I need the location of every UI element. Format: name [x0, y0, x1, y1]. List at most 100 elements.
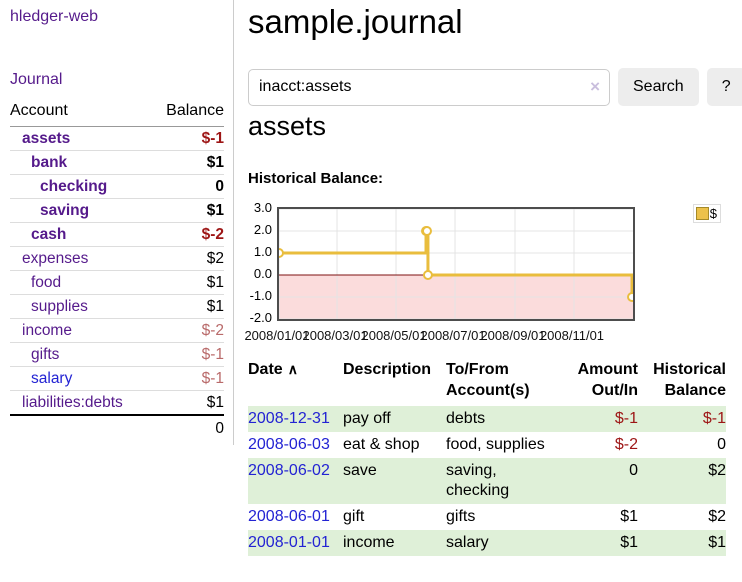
account-balance: 0: [151, 174, 224, 199]
sidebar-account-link[interactable]: assets: [22, 130, 71, 147]
accounts-table-header-row: Account Balance: [10, 102, 224, 127]
account-row: supplies $1: [10, 294, 224, 319]
transaction-date-link[interactable]: 2008-12-31: [248, 410, 330, 427]
accounts-table: Account Balance assets $-1 bank $1 checking 0…: [10, 102, 224, 441]
account-row: gifts $-1: [10, 342, 224, 367]
x-axis-tick-label: 2008/07/01: [420, 328, 486, 343]
account-name-cell: income: [10, 318, 152, 343]
transaction-description: gift: [343, 508, 365, 525]
transaction-row: 2008-06-02 save saving, checking 0 $2: [248, 458, 726, 504]
sidebar-account-link[interactable]: checking: [40, 178, 108, 195]
register-col-accounts: To/From Account(s): [446, 361, 530, 399]
register-col-balance: Historical Balance: [653, 361, 726, 399]
transaction-date-link[interactable]: 2008-06-01: [248, 508, 330, 525]
register-table: Date ∧ Description To/From Account(s) Amo…: [248, 357, 726, 556]
historical-balance-label: Historical Balance:: [248, 170, 384, 187]
sidebar-account-link[interactable]: supplies: [31, 298, 88, 315]
balance-line-chart: [279, 209, 633, 319]
account-row: expenses $2: [10, 246, 224, 271]
account-balance: $1: [151, 198, 224, 223]
historical-balance-chart: $ 3.0 2.0 1.0 0.0 -1.0 -2.0 2008/01/01 2008/03/…: [244, 200, 726, 350]
account-row: saving $1: [10, 198, 224, 223]
balance-col-header: Balance: [151, 102, 224, 127]
transaction-description: save: [343, 462, 377, 479]
sidebar-account-link[interactable]: liabilities:debts: [22, 394, 123, 411]
help-button[interactable]: ?: [706, 68, 742, 106]
date-header-label: Date: [248, 361, 283, 378]
transaction-accounts: saving, checking: [446, 462, 510, 499]
sidebar: hledger-web Journal Account Balance asse…: [0, 0, 234, 445]
transaction-row: 2008-06-03 eat & shop food, supplies $-2 0: [248, 432, 726, 458]
search-button[interactable]: Search: [618, 68, 699, 106]
sidebar-account-link[interactable]: bank: [31, 154, 68, 171]
x-axis-tick-label: 2008/11/01: [539, 328, 605, 343]
transaction-accounts: salary: [446, 534, 489, 551]
accounts-col-header: Account: [10, 102, 152, 127]
account-name-cell: saving: [10, 198, 152, 223]
transaction-amount: $-1: [614, 410, 638, 427]
sidebar-item-journal[interactable]: Journal: [10, 71, 63, 88]
transaction-description: pay off: [343, 410, 391, 427]
register-header-row: Date ∧ Description To/From Account(s) Amo…: [248, 357, 726, 406]
account-row: cash $-2: [10, 222, 224, 247]
account-row: assets $-1: [10, 127, 224, 151]
x-axis-tick-label: 2008/03/01: [302, 328, 368, 343]
account-heading: assets: [248, 111, 327, 141]
transaction-amount: 0: [629, 462, 638, 479]
chart-plot-area: [277, 207, 635, 321]
account-name-cell: expenses: [10, 246, 152, 271]
account-row: income $-2: [10, 318, 224, 343]
transaction-amount: $-2: [614, 436, 638, 453]
account-balance: $-2: [151, 318, 224, 343]
transaction-balance: $1: [708, 534, 726, 551]
account-name-cell: cash: [10, 222, 152, 247]
transaction-row: 2008-06-01 gift gifts $1 $2: [248, 504, 726, 530]
account-balance: $-1: [151, 366, 224, 391]
accounts-total-spacer: [10, 414, 152, 441]
transaction-date-link[interactable]: 2008-06-02: [248, 462, 330, 479]
y-axis-tick-label: 1.0: [253, 244, 272, 259]
register-col-amount: Amount Out/In: [577, 361, 638, 399]
sidebar-account-link[interactable]: food: [31, 274, 62, 291]
transaction-date-cell: 2008-06-01: [248, 504, 343, 530]
app-title-link[interactable]: hledger-web: [10, 8, 99, 25]
account-balance: $1: [151, 390, 224, 415]
transaction-balance: 0: [717, 436, 726, 453]
accounts-total-value: 0: [151, 414, 224, 441]
account-name-cell: bank: [10, 150, 152, 175]
transaction-date-cell: 2008-06-03: [248, 432, 343, 458]
account-name-cell: checking: [10, 174, 152, 199]
clear-search-icon[interactable]: ×: [590, 76, 600, 96]
transaction-description: eat & shop: [343, 436, 420, 453]
transaction-balance: $2: [708, 508, 726, 525]
transaction-balance: $2: [708, 462, 726, 479]
search-input[interactable]: [248, 68, 610, 106]
account-row: liabilities:debts $1: [10, 390, 224, 415]
account-balance: $-1: [201, 130, 224, 147]
account-row: salary $-1: [10, 366, 224, 391]
page-title: sample.journal: [248, 3, 463, 40]
account-row: checking 0: [10, 174, 224, 199]
transaction-amount: $1: [620, 508, 638, 525]
transaction-date-link[interactable]: 2008-06-03: [248, 436, 330, 453]
account-name-cell: assets: [10, 127, 151, 151]
search-bar: × Search ?: [248, 68, 742, 106]
register-col-date[interactable]: Date ∧: [248, 357, 343, 406]
sidebar-account-link[interactable]: gifts: [31, 346, 60, 363]
sidebar-account-link[interactable]: income: [22, 322, 72, 339]
account-name-cell: liabilities:debts: [10, 390, 152, 415]
sidebar-account-link[interactable]: saving: [40, 202, 90, 219]
main-content: sample.journal × Search ? assets Histori…: [244, 0, 742, 582]
transaction-accounts: food, supplies: [446, 436, 545, 453]
transaction-date-link[interactable]: 2008-01-01: [248, 534, 330, 551]
transaction-amount: $1: [620, 534, 638, 551]
transaction-row: 2008-01-01 income salary $1 $1: [248, 530, 726, 556]
account-balance: $-2: [151, 222, 224, 247]
transaction-date-cell: 2008-06-02: [248, 458, 343, 504]
transaction-description: income: [343, 534, 395, 551]
x-axis-tick-label: 2008/09/01: [480, 328, 546, 343]
account-balance: $-1: [151, 342, 224, 367]
sidebar-account-link[interactable]: expenses: [22, 250, 89, 267]
sidebar-account-link[interactable]: cash: [31, 226, 67, 243]
sidebar-account-link[interactable]: salary: [31, 370, 73, 387]
